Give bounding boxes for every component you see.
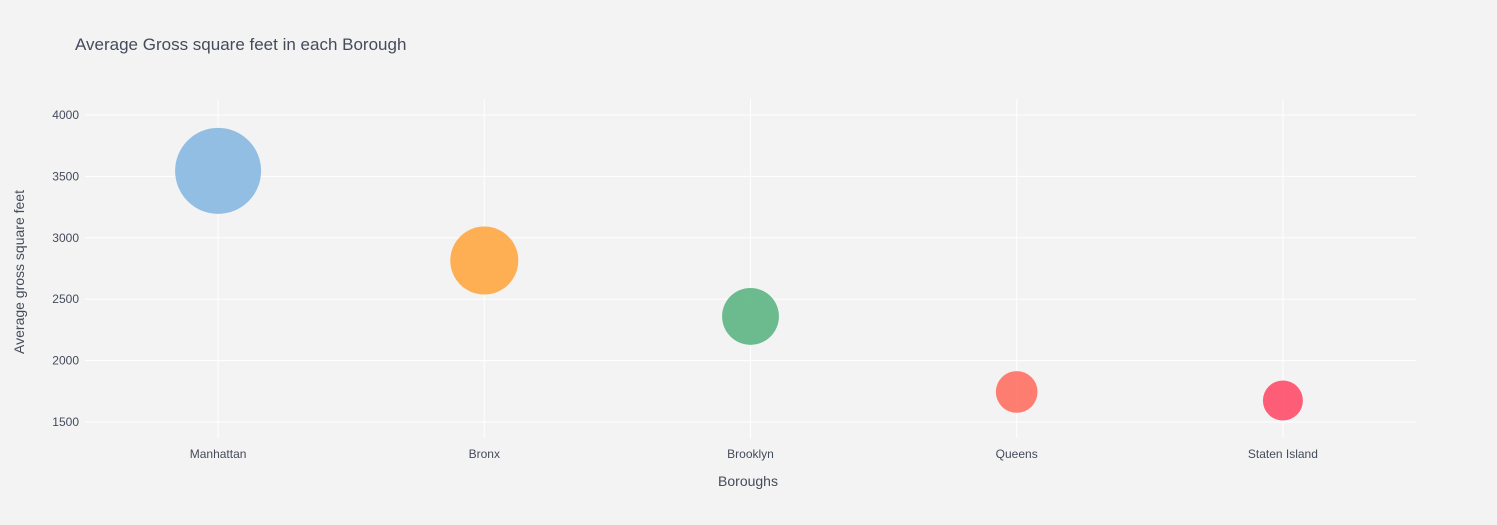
data-point	[1262, 380, 1303, 421]
ticks-layer: 1500 2000 2500 3000 3500 4000 Manhattan Bronx Br…	[52, 108, 1318, 461]
data-point	[995, 371, 1038, 413]
y-tick-label: 1500	[52, 415, 79, 429]
data-point	[175, 127, 262, 214]
y-tick-label: 3000	[52, 231, 79, 245]
y-tick-label: 2000	[52, 354, 79, 368]
chart-title: Average Gross square feet in each Boroug…	[75, 35, 406, 54]
data-point	[450, 226, 519, 295]
y-tick-label: 4000	[52, 108, 79, 122]
x-tick-label: Bronx	[469, 447, 500, 461]
points-layer	[175, 127, 1303, 421]
x-tick-label: Manhattan	[190, 447, 247, 461]
x-tick-label: Staten Island	[1248, 447, 1318, 461]
y-tick-label: 3500	[52, 169, 79, 183]
x-tick-label: Queens	[996, 447, 1038, 461]
grid-layer	[85, 99, 1416, 438]
x-tick-label: Brooklyn	[727, 447, 774, 461]
x-axis-title: Boroughs	[718, 473, 778, 489]
y-tick-label: 2500	[52, 292, 79, 306]
data-point	[722, 287, 779, 345]
y-axis-title: Average gross square feet	[11, 190, 27, 354]
